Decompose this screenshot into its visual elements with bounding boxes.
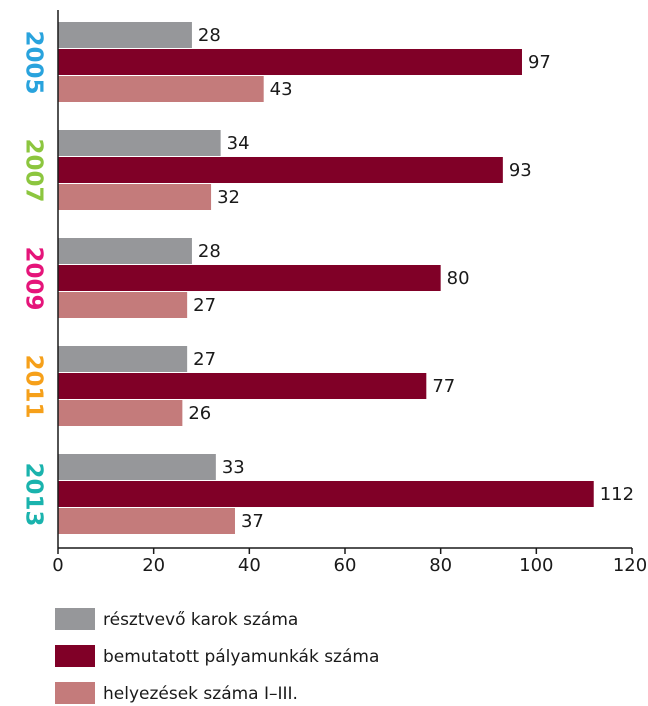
bar — [58, 481, 594, 507]
bar — [58, 265, 441, 291]
legend-swatch — [55, 645, 95, 667]
value-label: 27 — [193, 295, 216, 316]
legend-label: bemutatott pályamunkák száma — [103, 647, 379, 667]
bar — [58, 22, 192, 48]
value-label: 112 — [600, 484, 634, 505]
bar — [58, 400, 183, 426]
value-label: 27 — [193, 349, 216, 370]
bar — [58, 454, 216, 480]
x-tick-label: 120 — [613, 555, 647, 576]
bar — [58, 238, 192, 264]
bar — [58, 49, 522, 75]
bar — [58, 130, 221, 156]
bar — [58, 184, 212, 210]
legend-swatch — [55, 682, 95, 704]
bar — [58, 292, 188, 318]
value-label: 37 — [241, 511, 264, 532]
value-label: 80 — [447, 268, 470, 289]
value-label: 97 — [528, 52, 551, 73]
value-label: 43 — [270, 79, 293, 100]
category-label: 2013 — [21, 462, 47, 526]
bar — [58, 157, 503, 183]
value-label: 26 — [188, 403, 211, 424]
bar — [58, 76, 264, 102]
legend-label: résztvevő karok száma — [103, 610, 298, 630]
value-label: 33 — [222, 457, 245, 478]
value-label: 34 — [227, 133, 250, 154]
x-tick-label: 60 — [334, 555, 357, 576]
legend-swatch — [55, 608, 95, 630]
x-tick-label: 40 — [238, 555, 261, 576]
category-label: 2005 — [21, 30, 47, 94]
value-label: 28 — [198, 25, 221, 46]
category-label: 2007 — [21, 138, 47, 202]
bar — [58, 508, 235, 534]
x-tick-label: 80 — [429, 555, 452, 576]
bar — [58, 373, 427, 399]
x-tick-label: 100 — [519, 555, 553, 576]
value-label: 77 — [432, 376, 455, 397]
bar — [58, 346, 188, 372]
x-tick-label: 0 — [52, 555, 63, 576]
category-label: 2011 — [21, 354, 47, 418]
legend-label: helyezések száma I–III. — [103, 684, 298, 704]
value-label: 32 — [217, 187, 240, 208]
value-label: 28 — [198, 241, 221, 262]
x-tick-label: 20 — [142, 555, 165, 576]
category-label: 2009 — [21, 246, 47, 310]
value-label: 93 — [509, 160, 532, 181]
